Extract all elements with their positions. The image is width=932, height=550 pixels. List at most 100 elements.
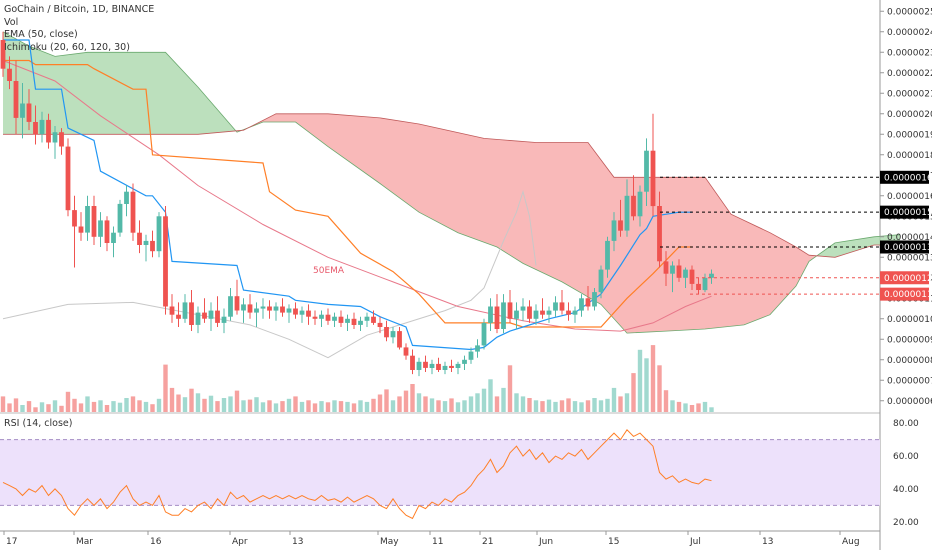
- volume-bar: [150, 404, 155, 412]
- candle: [150, 230, 155, 258]
- volume-bar: [436, 400, 441, 412]
- candle: [72, 195, 77, 268]
- candle: [540, 298, 545, 319]
- volume-bar: [442, 401, 448, 412]
- volume-bar: [228, 396, 233, 412]
- date-tick-label: Jun: [538, 537, 553, 547]
- volume-bar: [423, 396, 428, 412]
- candle: [442, 361, 448, 375]
- candle-body: [637, 191, 643, 217]
- candle: [624, 179, 630, 237]
- price-tick-label: 0.00000230: [887, 48, 932, 58]
- kijun-line: [3, 59, 692, 328]
- price-flag-label: 0.00000135: [884, 243, 932, 253]
- volume-bar: [598, 400, 604, 412]
- candle-body: [371, 316, 376, 323]
- candle: [416, 357, 422, 377]
- candle: [260, 298, 266, 319]
- candle: [618, 199, 623, 237]
- candle: [234, 279, 240, 315]
- candle-body: [709, 273, 714, 278]
- volume-bar: [143, 401, 149, 412]
- date-tick-label: Apr: [232, 537, 248, 547]
- candle-body: [228, 296, 233, 317]
- candle-body: [624, 195, 630, 231]
- candle-body: [403, 347, 409, 356]
- volume-bar: [683, 403, 688, 412]
- candle-body: [65, 146, 71, 211]
- candle: [527, 300, 532, 323]
- candle: [657, 191, 662, 268]
- candle-body: [117, 203, 123, 233]
- volume-bar: [585, 400, 591, 412]
- candle-body: [319, 314, 324, 319]
- candle-body: [325, 314, 331, 321]
- candle-body: [137, 232, 142, 245]
- candle: [501, 294, 506, 334]
- candle: [364, 312, 370, 327]
- candle-body: [585, 298, 591, 307]
- volume-bar: [260, 402, 266, 412]
- candle: [228, 288, 233, 321]
- volume-bar: [26, 401, 32, 412]
- candle: [585, 285, 591, 311]
- volume-bar: [98, 400, 103, 412]
- candle: [267, 300, 272, 319]
- price-flag: [880, 287, 929, 301]
- candle: [468, 347, 474, 364]
- volume-bar: [462, 400, 467, 412]
- candle-body: [150, 240, 155, 252]
- candle: [325, 308, 331, 325]
- volume-bar: [572, 401, 578, 412]
- candle: [156, 212, 162, 258]
- candle: [351, 312, 357, 329]
- volume-bar: [267, 400, 272, 412]
- candle-body: [124, 191, 129, 204]
- candle: [98, 212, 103, 247]
- candle-body: [429, 363, 435, 368]
- candle-body: [397, 331, 402, 348]
- candle: [176, 302, 181, 327]
- volume-bar: [546, 399, 552, 412]
- candle-body: [215, 310, 220, 323]
- candle: [429, 359, 435, 375]
- volume-bar: [91, 401, 97, 412]
- candle-body: [306, 310, 311, 317]
- ema50-line: [2, 60, 712, 332]
- candle: [650, 113, 656, 217]
- candle: [449, 359, 454, 373]
- candle: [553, 296, 558, 317]
- price-flag: [880, 205, 929, 219]
- candle-body: [338, 316, 344, 323]
- candle: [637, 185, 643, 227]
- candle-body: [481, 322, 487, 346]
- candle: [644, 138, 649, 206]
- candle-body: [156, 216, 162, 252]
- candle-body: [527, 306, 532, 319]
- candle: [611, 212, 617, 252]
- candle-body: [299, 310, 305, 315]
- candle: [254, 302, 259, 327]
- candle-body: [384, 327, 389, 338]
- price-flag: [880, 240, 929, 254]
- volume-bar: [390, 400, 396, 412]
- candle-body: [579, 298, 584, 311]
- volume-bar: [104, 405, 110, 412]
- candle: [169, 294, 175, 323]
- candle: [436, 357, 441, 373]
- candle-body: [293, 308, 298, 315]
- candle: [345, 314, 350, 332]
- candle-body: [410, 355, 415, 370]
- candle-body: [572, 310, 578, 315]
- candle-body: [163, 216, 168, 307]
- volume-bar: [254, 397, 259, 412]
- candle-body: [85, 206, 90, 233]
- price-flag: [880, 170, 929, 184]
- volume-bar: [189, 388, 194, 412]
- volume-bar: [208, 395, 214, 412]
- volume-bar: [644, 358, 649, 412]
- volume-bar: [156, 398, 162, 412]
- volume-bar: [702, 401, 708, 412]
- candle-body: [273, 306, 279, 311]
